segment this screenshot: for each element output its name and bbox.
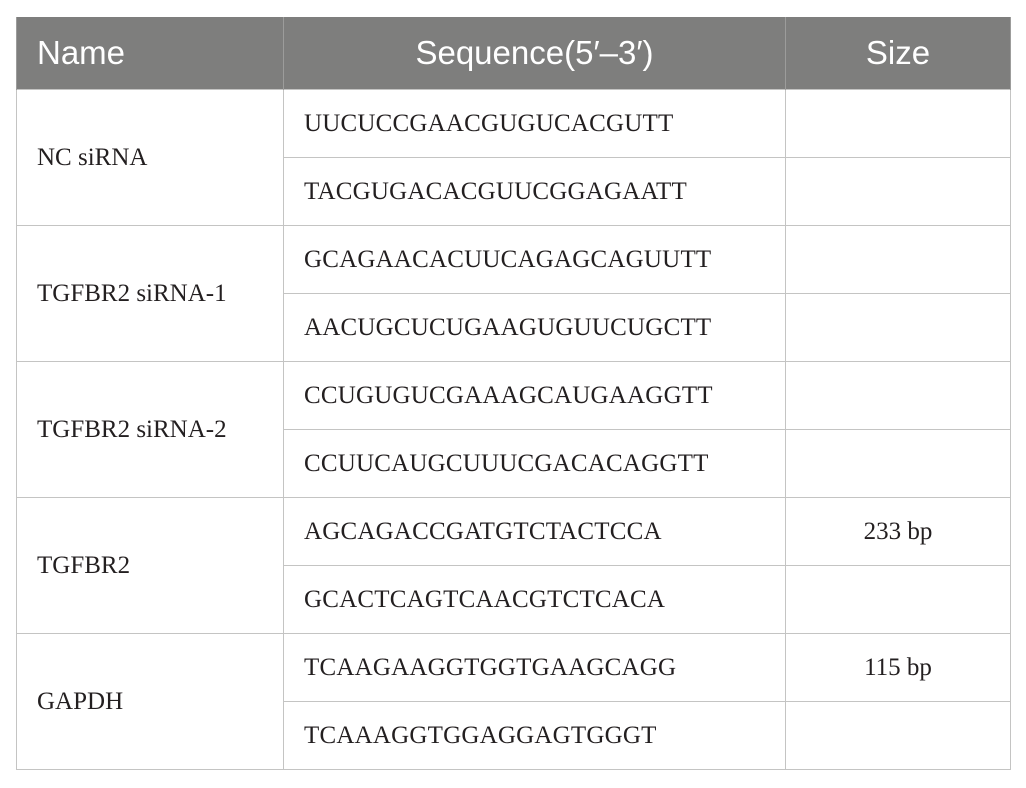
- header-name: Name: [16, 17, 284, 90]
- table-row: TGFBR2 siRNA-1 GCAGAACACUUCAGAGCAGUUTT: [16, 225, 1011, 362]
- table-body: NC siRNA UUCUCCGAACGUGUCACGUTT TACGUGACA…: [16, 89, 1011, 770]
- name-cell: TGFBR2: [16, 497, 284, 634]
- size-cell: 233 bp: [785, 497, 1011, 566]
- sequence-cell: GCAGAACACUUCAGAGCAGUUTT: [283, 225, 786, 294]
- size-cell: 115 bp: [785, 633, 1011, 702]
- header-size: Size: [785, 17, 1011, 90]
- table-row: CCUUCAUGCUUUCGACACAGGTT: [17, 429, 1011, 498]
- sequence-cell: GCACTCAGTCAACGTCTCACA: [283, 565, 786, 634]
- sequence-cell: CCUGUGUCGAAAGCAUGAAGGTT: [283, 361, 786, 430]
- sequence-cell: TCAAAGGTGGAGGAGTGGGT: [283, 701, 786, 770]
- size-cell: [785, 701, 1011, 770]
- header-sequence: Sequence(5′–3′): [283, 17, 786, 90]
- sequence-cell: TACGUGACACGUUCGGAGAATT: [283, 157, 786, 226]
- size-cell: [785, 157, 1011, 226]
- sequence-cell: AGCAGACCGATGTCTACTCCA: [283, 497, 786, 566]
- size-cell: [785, 361, 1011, 430]
- table-row: TACGUGACACGUUCGGAGAATT: [17, 157, 1011, 226]
- sequence-table: Name Sequence(5′–3′) Size NC siRNA UUCUC…: [16, 17, 1011, 770]
- table-row: GCACTCAGTCAACGTCTCACA: [17, 565, 1011, 634]
- table-row: TCAAAGGTGGAGGAGTGGGT: [17, 701, 1011, 770]
- table-row: NC siRNA UUCUCCGAACGUGUCACGUTT: [16, 89, 1011, 226]
- header-row: Name Sequence(5′–3′) Size: [16, 17, 1011, 90]
- size-cell: [785, 225, 1011, 294]
- sequence-cell: CCUUCAUGCUUUCGACACAGGTT: [283, 429, 786, 498]
- size-cell: [785, 293, 1011, 362]
- size-cell: [785, 89, 1011, 158]
- table-header: Name Sequence(5′–3′) Size: [16, 17, 1011, 90]
- name-cell: TGFBR2 siRNA-1: [16, 225, 284, 362]
- table-row: GAPDH TCAAGAAGGTGGTGAAGCAGG 115 bp: [16, 633, 1011, 770]
- table-row: TGFBR2 siRNA-2 CCUGUGUCGAAAGCAUGAAGGTT: [16, 361, 1011, 498]
- sequence-cell: UUCUCCGAACGUGUCACGUTT: [283, 89, 786, 158]
- name-cell: GAPDH: [16, 633, 284, 770]
- size-cell: [785, 565, 1011, 634]
- sequence-cell: AACUGCUCUGAAGUGUUCUGCTT: [283, 293, 786, 362]
- name-cell: TGFBR2 siRNA-2: [16, 361, 284, 498]
- sequence-cell: TCAAGAAGGTGGTGAAGCAGG: [283, 633, 786, 702]
- name-cell: NC siRNA: [16, 89, 284, 226]
- table-row: TGFBR2 AGCAGACCGATGTCTACTCCA 233 bp: [16, 497, 1011, 634]
- size-cell: [785, 429, 1011, 498]
